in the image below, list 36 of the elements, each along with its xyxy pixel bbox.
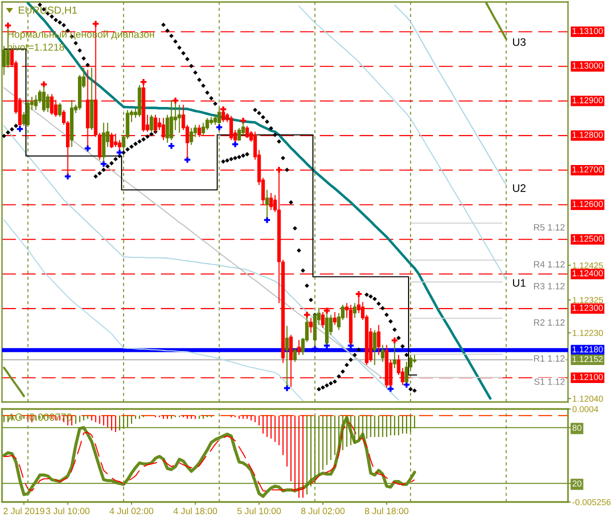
y-tick-label: 1.12230 [572, 330, 603, 336]
x-tick-label: 4 Jul 18:00 [173, 508, 218, 514]
x-tick-label: 8 Jul 18:00 [364, 508, 408, 514]
series-label: U2 [513, 184, 526, 192]
y-tick-label: 1.12040 [572, 396, 603, 402]
ref-line-label: 1.12180 [572, 346, 603, 352]
x-tick-label: 4 Jul 02:00 [110, 508, 154, 514]
ref-line-label: 1.12900 [572, 97, 603, 104]
x-tick-label: 5 Jul 10:00 [237, 508, 281, 514]
text: R2 1.12 [534, 319, 565, 326]
y2-tick-label: 20 [572, 480, 582, 487]
ref-line-label: 1.12152 [572, 356, 603, 362]
y-tick-label: 1.12325 [572, 297, 603, 304]
ref-line-label: 1.13000 [572, 62, 603, 69]
ref-line-label: 1.12500 [572, 236, 603, 242]
ref-line-label: 1.12800 [572, 132, 603, 138]
ref-line-label: 1.12300 [572, 304, 603, 311]
text: R4 1.12 [534, 261, 565, 268]
text: R5 1.12 [534, 224, 565, 231]
ref-line-label: 1.13100 [572, 28, 603, 34]
y2-tick-label: 80 [572, 424, 582, 431]
text: S1 1.12 [534, 378, 565, 385]
text: R3 1.12 [534, 282, 565, 290]
ref-line-label: 1.12700 [572, 166, 603, 172]
ref-line-label: 1.12600 [572, 200, 603, 208]
x-tick-label: 8 Jul 02:00 [301, 508, 345, 514]
x-tick-label: 3 Jul 10:00 [46, 508, 90, 514]
series-label: U3 [513, 38, 526, 46]
text: R1 1.12 [534, 355, 565, 362]
series-label: U1 [513, 279, 526, 287]
y-tick-label: 1.12425 [572, 262, 603, 269]
ref-line-label: 1.12100 [572, 374, 603, 380]
ref-line-label: 1.12400 [572, 270, 603, 276]
y-tick-label: 0.0004 [572, 406, 598, 412]
x-tick-label: 2 Jul 2019 [4, 508, 44, 514]
y-tick-label: -0.005256 [572, 499, 611, 506]
